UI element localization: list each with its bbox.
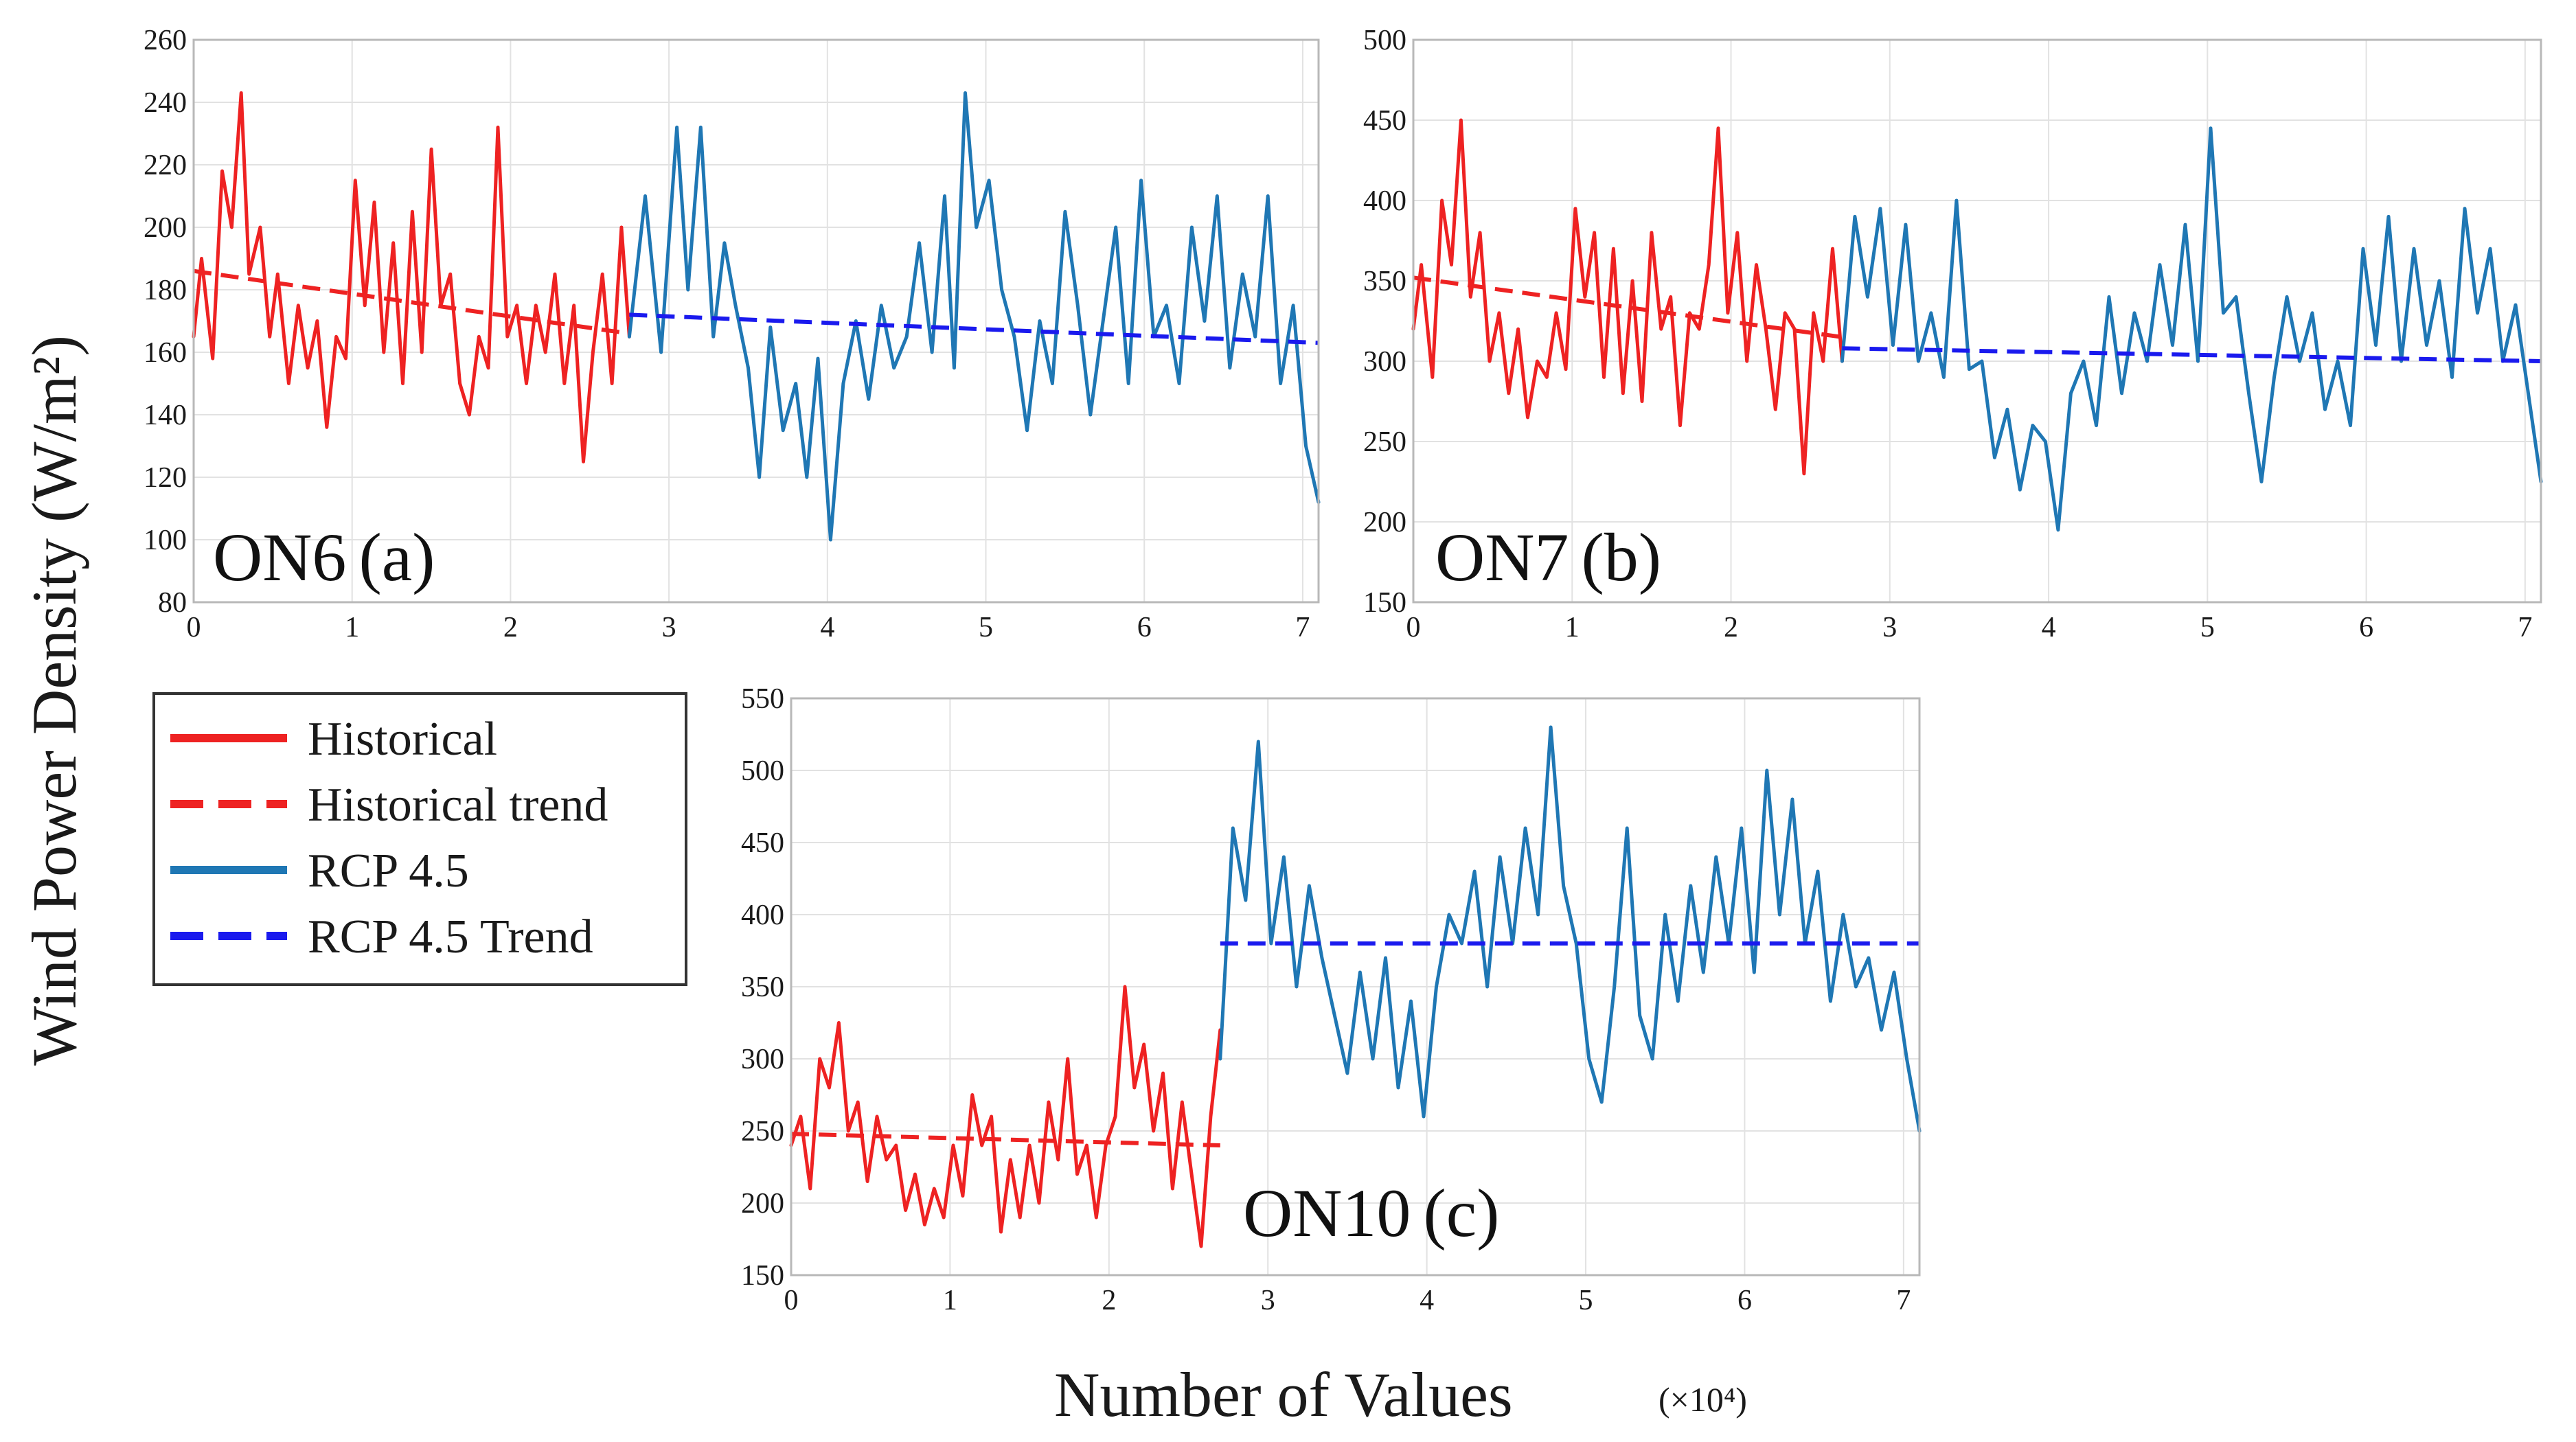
y-tick-label: 250 [1363, 426, 1406, 458]
legend-label: RCP 4.5 Trend [308, 911, 593, 963]
x-tick-label: 3 [1261, 1285, 1275, 1316]
y-tick-label: 350 [1363, 266, 1406, 297]
y-tick-label: 400 [1363, 185, 1406, 217]
x-tick-label: 6 [1737, 1285, 1752, 1316]
y-tick-label: 400 [741, 900, 784, 931]
panel-c-on10: 150 200 250 300 350 400 450 500 550 0 1 2 3 4 5 6 7 ON10(… [741, 683, 1922, 1316]
x-axis-title: Number of Values [1054, 1360, 1513, 1430]
y-tick-label: 550 [741, 683, 784, 715]
x-tick-label: 0 [784, 1285, 799, 1316]
panel-b-on7: 150 200 250 300 350 400 450 500 0 1 2 3 4 5 6 7 ON7 (b) [1363, 25, 2543, 643]
panel-title-a: ON6 (a) [213, 519, 435, 595]
panel-station: ON6 [213, 519, 346, 595]
y-tick-label: 200 [1363, 507, 1406, 538]
plot-frame-a [192, 38, 1320, 604]
legend-label: RCP 4.5 [308, 845, 469, 897]
legend: Historical Historical trend RCP 4.5 RCP 4.5… [152, 692, 687, 986]
series-rcp-4-5-line [627, 91, 1321, 542]
series-rcp-4-5-line [1840, 126, 2543, 532]
x-tick-label: 2 [1724, 612, 1738, 643]
series-rcp-4-5-trend-line [629, 312, 1319, 345]
x-axis-unit: (×10⁴) [1659, 1380, 1747, 1419]
legend-label: Historical trend [308, 779, 608, 832]
x-tick-label: 0 [1406, 612, 1421, 643]
series-rcp-4-5-line [1218, 725, 1922, 1133]
x-tick-label: 7 [1896, 1285, 1911, 1316]
plot-frame-b [1412, 38, 2542, 604]
series-historical-trend-line [193, 268, 630, 336]
y-tick-label: 160 [144, 337, 187, 369]
x-tick-label: 3 [662, 612, 676, 643]
y-tick-label: 250 [741, 1116, 784, 1147]
x-tick-label: 0 [187, 612, 201, 643]
y-tick-label: 240 [144, 87, 187, 119]
x-tick-label: 6 [1137, 612, 1152, 643]
y-tick-label: 450 [741, 827, 784, 859]
x-tick-label: 4 [820, 612, 834, 643]
y-tick-label: 100 [144, 525, 187, 556]
x-tick-label: 5 [2200, 612, 2215, 643]
x-tick-label: 1 [1565, 612, 1580, 643]
x-tick-label: 6 [2359, 612, 2373, 643]
y-tick-label: 200 [741, 1188, 784, 1220]
x-tick-label: 7 [1295, 612, 1310, 643]
y-tick-label: 300 [741, 1044, 784, 1075]
y-tick-label: 180 [144, 275, 187, 306]
legend-label: Historical [308, 713, 497, 766]
panel-station: ON10 [1243, 1175, 1411, 1251]
y-axis-title: Wind Power Density (W/m²) [19, 335, 89, 1066]
series-historical-line [789, 985, 1222, 1248]
y-tick-label: 500 [741, 755, 784, 787]
y-tick-label: 350 [741, 972, 784, 1003]
series-historical-trend-line [1413, 275, 1843, 339]
panel-letter: (a) [358, 519, 435, 595]
x-tick-label: 4 [2042, 612, 2056, 643]
x-tick-label: 5 [1579, 1285, 1593, 1316]
series-historical-line [192, 91, 631, 464]
x-tick-label: 2 [1102, 1285, 1116, 1316]
y-tick-label: 150 [1363, 587, 1406, 619]
x-tick-label: 7 [2518, 612, 2532, 643]
x-tick-label: 1 [943, 1285, 957, 1316]
plot-frame-c [790, 697, 1921, 1277]
y-tick-label: 140 [144, 400, 187, 431]
series-historical-line [1411, 118, 1844, 476]
panel-title-b: ON7 (b) [1435, 519, 1661, 595]
y-tick-label: 120 [144, 462, 187, 494]
y-tick-label: 260 [144, 25, 187, 56]
panel-letter: (c) [1423, 1175, 1499, 1251]
x-tick-label: 2 [503, 612, 518, 643]
panel-a-on6: 80 100 120 140 160 180 200 220 240 260 0 1 2 3 4 5 6 7 ON6… [144, 25, 1321, 643]
x-tick-label: 1 [345, 612, 359, 643]
x-tick-label: 3 [1882, 612, 1897, 643]
y-tick-label: 150 [741, 1260, 784, 1292]
y-tick-label: 500 [1363, 25, 1406, 56]
series-historical-trend-line [790, 1132, 1220, 1147]
y-tick-label: 220 [144, 150, 187, 181]
panel-letter: (b) [1581, 519, 1661, 595]
panel-station: ON7 [1435, 519, 1569, 595]
series-rcp-4-5-trend-line [1842, 346, 2542, 363]
y-tick-label: 80 [158, 587, 187, 619]
y-tick-label: 450 [1363, 105, 1406, 137]
x-tick-label: 5 [979, 612, 993, 643]
y-tick-label: 200 [144, 212, 187, 244]
y-tick-label: 300 [1363, 346, 1406, 378]
x-tick-label: 4 [1420, 1285, 1434, 1316]
panel-title-c: ON10 (c) [1243, 1175, 1499, 1251]
